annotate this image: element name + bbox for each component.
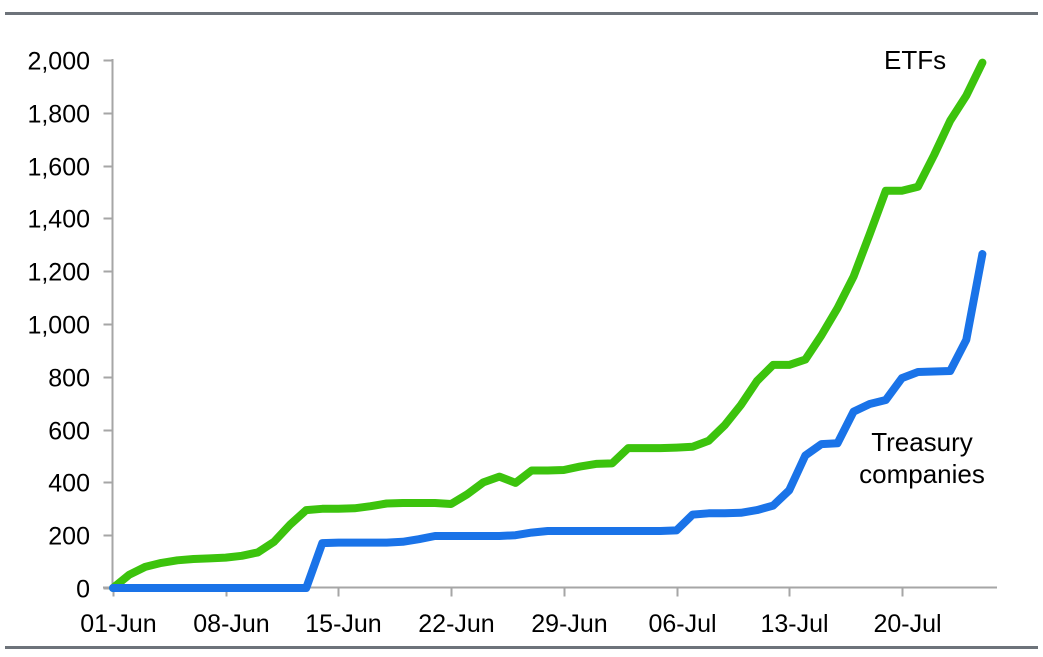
- x-axis-tick-label: 08-Jun: [193, 610, 269, 638]
- x-axis-tick-label: 13-Jul: [760, 610, 828, 638]
- x-axis-tick-label: 15-Jun: [305, 610, 381, 638]
- bottom-divider: [5, 646, 1038, 649]
- y-axis-ticks: [103, 59, 113, 590]
- y-axis-tick-label: 1,000: [27, 312, 90, 340]
- y-axis-tick-label: 200: [48, 523, 90, 551]
- y-axis-tick-label: 0: [76, 576, 90, 604]
- x-axis-tick-label: 29-Jun: [531, 610, 607, 638]
- y-axis-tick-label: 2,000: [27, 48, 90, 76]
- etfs-series-label: ETFs: [884, 45, 947, 75]
- x-axis-labels: 01-Jun 08-Jun 15-Jun 22-Jun 29-Jun 06-Jul 13-J…: [80, 610, 941, 638]
- y-axis-labels: 0 200 400 600 800 1,000 1,200 1,400 1,600 1,800 2,…: [27, 48, 90, 604]
- treasury-series-label: Treasury companies: [859, 427, 985, 489]
- y-axis-tick-label: 1,200: [27, 259, 90, 287]
- treasury-companies-line: [109, 250, 987, 592]
- y-axis-tick-label: 800: [48, 365, 90, 393]
- etfs-line: [109, 58, 987, 592]
- top-divider: [5, 12, 1038, 15]
- y-axis-tick-label: 400: [48, 470, 90, 498]
- y-axis-tick-label: 600: [48, 418, 90, 446]
- y-axis-tick-label: 1,400: [27, 206, 90, 234]
- x-axis-tick-label: 20-Jul: [873, 610, 941, 638]
- axes: [103, 59, 997, 589]
- x-axis-tick-label: 06-Jul: [648, 610, 716, 638]
- x-axis-tick-label: 22-Jun: [418, 610, 494, 638]
- y-axis-tick-label: 1,800: [27, 101, 90, 129]
- y-axis-tick-label: 1,600: [27, 154, 90, 182]
- x-axis-tick-label: 01-Jun: [80, 610, 156, 638]
